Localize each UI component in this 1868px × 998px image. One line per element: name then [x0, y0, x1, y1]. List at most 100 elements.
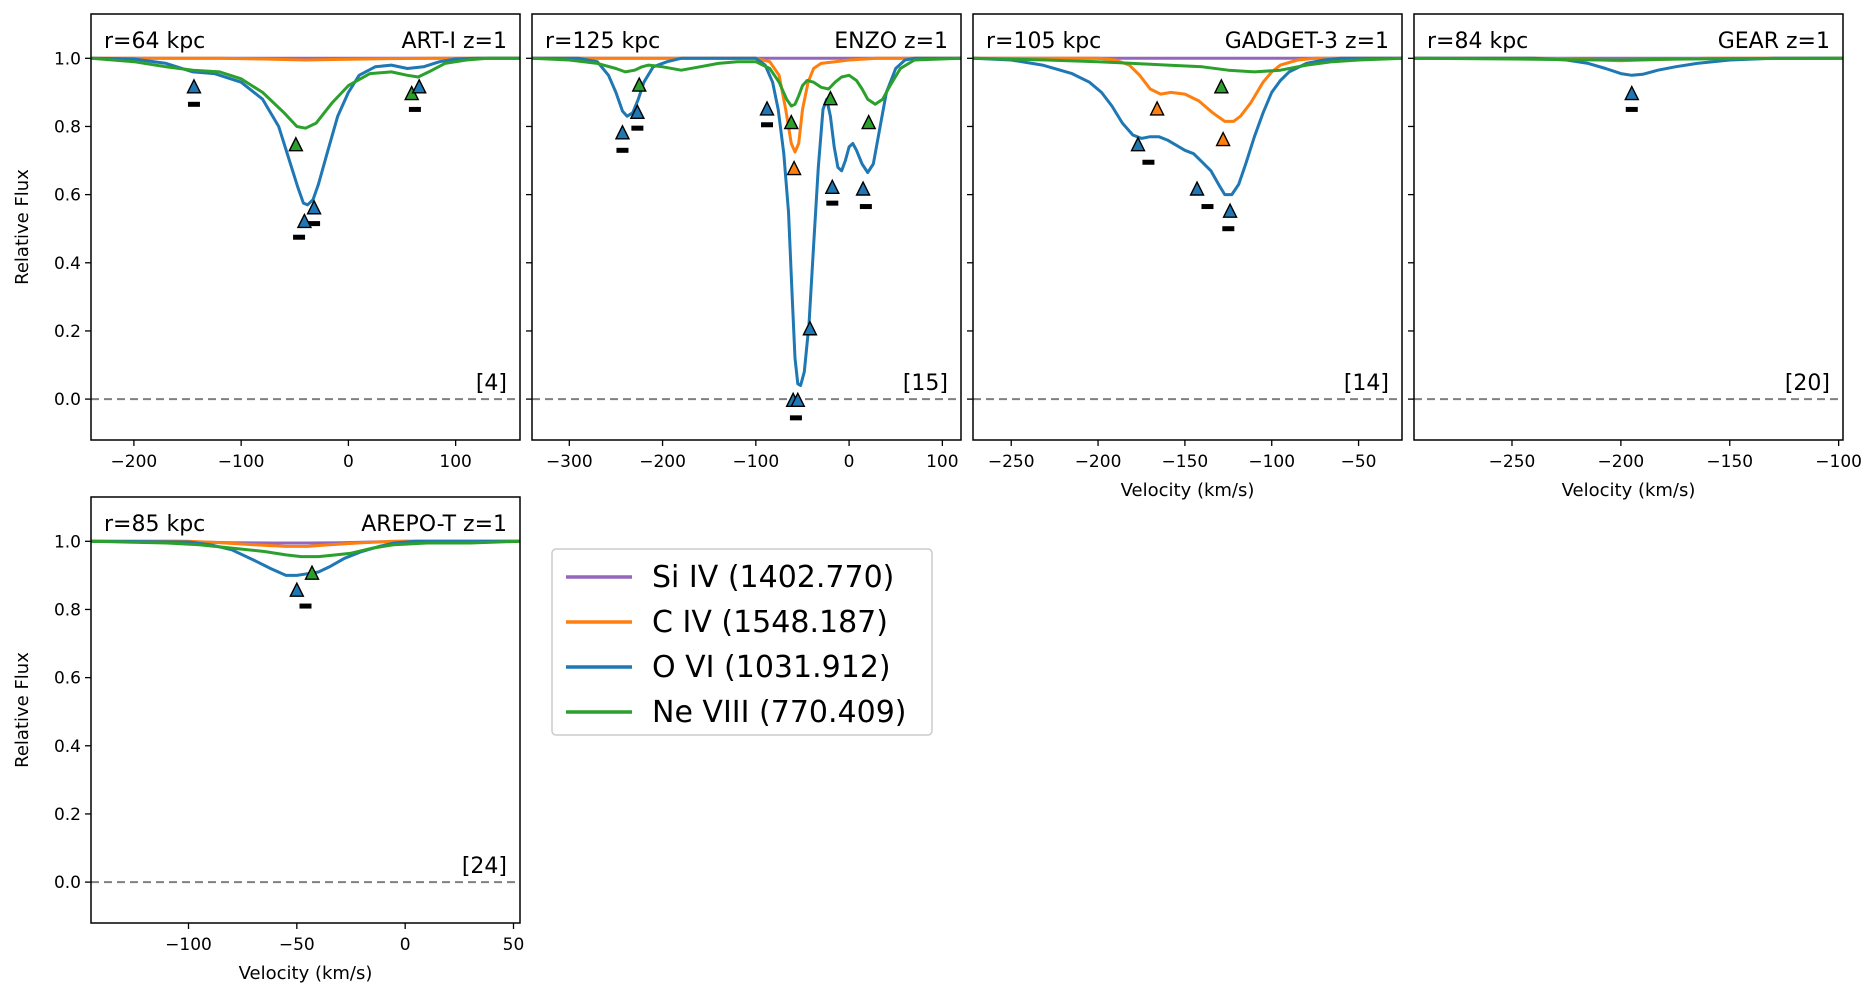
component-marker-o-vi — [855, 180, 871, 196]
x-axis-title: Velocity (km/s) — [1121, 480, 1255, 501]
y-tick-label: 0.8 — [54, 117, 81, 137]
component-marker-o-vi — [411, 78, 427, 94]
series-line-o-vi — [532, 56, 961, 387]
panel-series — [973, 56, 1402, 197]
y-tick-label: 0.4 — [54, 737, 81, 757]
x-tick-label: −150 — [1162, 452, 1209, 472]
y-tick-label: 0.0 — [54, 873, 81, 893]
component-marker-c-iv — [786, 159, 802, 176]
x-tick-label: −100 — [218, 452, 265, 472]
y-tick-label: 0.6 — [54, 669, 81, 689]
y-tick-label: 0.0 — [54, 390, 81, 410]
panel-gadget-3: −250 −200 −150 −100 −50 Velocity (km/s) r=105 … — [967, 13, 1403, 501]
component-bar — [1625, 106, 1638, 112]
panel-frame — [1413, 13, 1844, 441]
component-marker-o-vi — [759, 100, 775, 116]
y-tick-label: 1.0 — [54, 49, 81, 69]
panel-art-i: 0.0 0.2 0.4 0.6 0.8 1.0 −200 −100 0 100 Relative F… — [12, 13, 521, 472]
legend-label-siiv: Si IV (1402.770) — [652, 560, 894, 595]
panel-simulation-label: ART-I z=1 — [401, 29, 507, 54]
x-tick-label: −50 — [1341, 452, 1377, 472]
series-line-ne-viii — [532, 56, 961, 108]
component-marker-ne-viii — [631, 76, 647, 92]
panel-frame — [972, 13, 1403, 441]
component-marker-ne-viii — [304, 564, 320, 580]
x-tick-label: −250 — [988, 452, 1035, 472]
x-tick-label: −50 — [279, 935, 315, 955]
panel-count-label: [15] — [903, 371, 948, 396]
component-marker-ne-viii — [822, 90, 839, 106]
component-marker-ne-viii — [1213, 78, 1230, 94]
component-marker-o-vi — [289, 581, 305, 597]
panel-series — [532, 56, 961, 387]
legend: Si IV (1402.770) C IV (1548.187) O VI (1… — [551, 548, 933, 736]
component-marker-o-vi — [824, 178, 840, 195]
series-line-ne-viii — [91, 539, 520, 559]
panel-frame — [90, 496, 521, 924]
component-marker-o-vi — [802, 320, 818, 336]
x-tick-label: 100 — [926, 452, 958, 472]
x-tick-label: −300 — [546, 452, 593, 472]
panel-gear: −250 −200 −150 −100 Velocity (km/s) r=84 kpc G… — [1408, 13, 1862, 501]
panel-radius-label: r=125 kpc — [545, 29, 660, 54]
y-axis-title: Relative Flux — [12, 169, 33, 285]
panel-count-label: [20] — [1785, 371, 1830, 396]
panel-simulation-label: GEAR z=1 — [1718, 29, 1830, 54]
y-tick-label: 0.6 — [54, 186, 81, 206]
component-bar — [187, 101, 200, 107]
x-tick-label: 0 — [343, 452, 354, 472]
component-marker-o-vi — [614, 124, 631, 140]
series-line-o-vi — [91, 56, 520, 207]
panel-simulation-label: AREPO-T z=1 — [361, 512, 507, 537]
x-tick-label: −150 — [1706, 452, 1753, 472]
component-bar — [408, 106, 421, 112]
series-line-ne-viii — [91, 56, 520, 130]
component-marker-ne-viii — [288, 136, 304, 152]
component-bar — [616, 147, 629, 153]
component-marker-o-vi — [1189, 180, 1205, 196]
component-bar — [826, 200, 839, 206]
panel-simulation-label: ENZO z=1 — [834, 29, 948, 54]
y-tick-label: 1.0 — [54, 532, 81, 552]
panel-series — [91, 56, 520, 207]
legend-label-neviii: Ne VIII (770.409) — [652, 695, 907, 730]
y-tick-label: 0.2 — [54, 322, 81, 342]
y-tick-label: 0.8 — [54, 600, 81, 620]
panel-count-label: [24] — [462, 854, 507, 879]
panel-frame — [531, 13, 962, 441]
y-tick-label: 0.4 — [54, 254, 81, 274]
panel-radius-label: r=85 kpc — [104, 512, 205, 537]
component-marker-o-vi — [186, 78, 202, 94]
legend-label-ovi: O VI (1031.912) — [652, 650, 891, 685]
component-marker-c-iv — [1149, 100, 1165, 116]
component-bar — [631, 125, 644, 131]
series-line-o-vi — [973, 56, 1402, 197]
component-marker-o-vi — [1222, 202, 1238, 218]
x-tick-label: −100 — [1248, 452, 1295, 472]
panel-simulation-label: GADGET-3 z=1 — [1225, 29, 1389, 54]
component-marker-o-vi — [1624, 85, 1640, 101]
x-tick-label: 100 — [439, 452, 471, 472]
component-marker-ne-viii — [783, 113, 799, 130]
x-tick-label: 50 — [503, 935, 525, 955]
panel-radius-label: r=64 kpc — [104, 29, 205, 54]
component-marker-o-vi — [790, 391, 806, 408]
series-line-ne-viii — [973, 56, 1402, 74]
component-bar — [789, 415, 802, 421]
panel-frame — [90, 13, 521, 441]
component-marker-o-vi — [1130, 136, 1146, 152]
x-tick-label: −200 — [639, 452, 686, 472]
x-tick-label: −200 — [111, 452, 158, 472]
panel-count-label: [4] — [476, 371, 507, 396]
x-tick-label: 0 — [844, 452, 855, 472]
component-bar — [299, 603, 312, 609]
series-line-ne-viii — [1414, 56, 1843, 62]
series-line-c-iv — [973, 56, 1402, 123]
x-tick-label: −250 — [1489, 452, 1536, 472]
component-bar — [293, 234, 306, 240]
component-marker-o-vi — [296, 212, 313, 229]
component-bar — [308, 221, 321, 227]
series-line-c-iv — [91, 56, 520, 62]
